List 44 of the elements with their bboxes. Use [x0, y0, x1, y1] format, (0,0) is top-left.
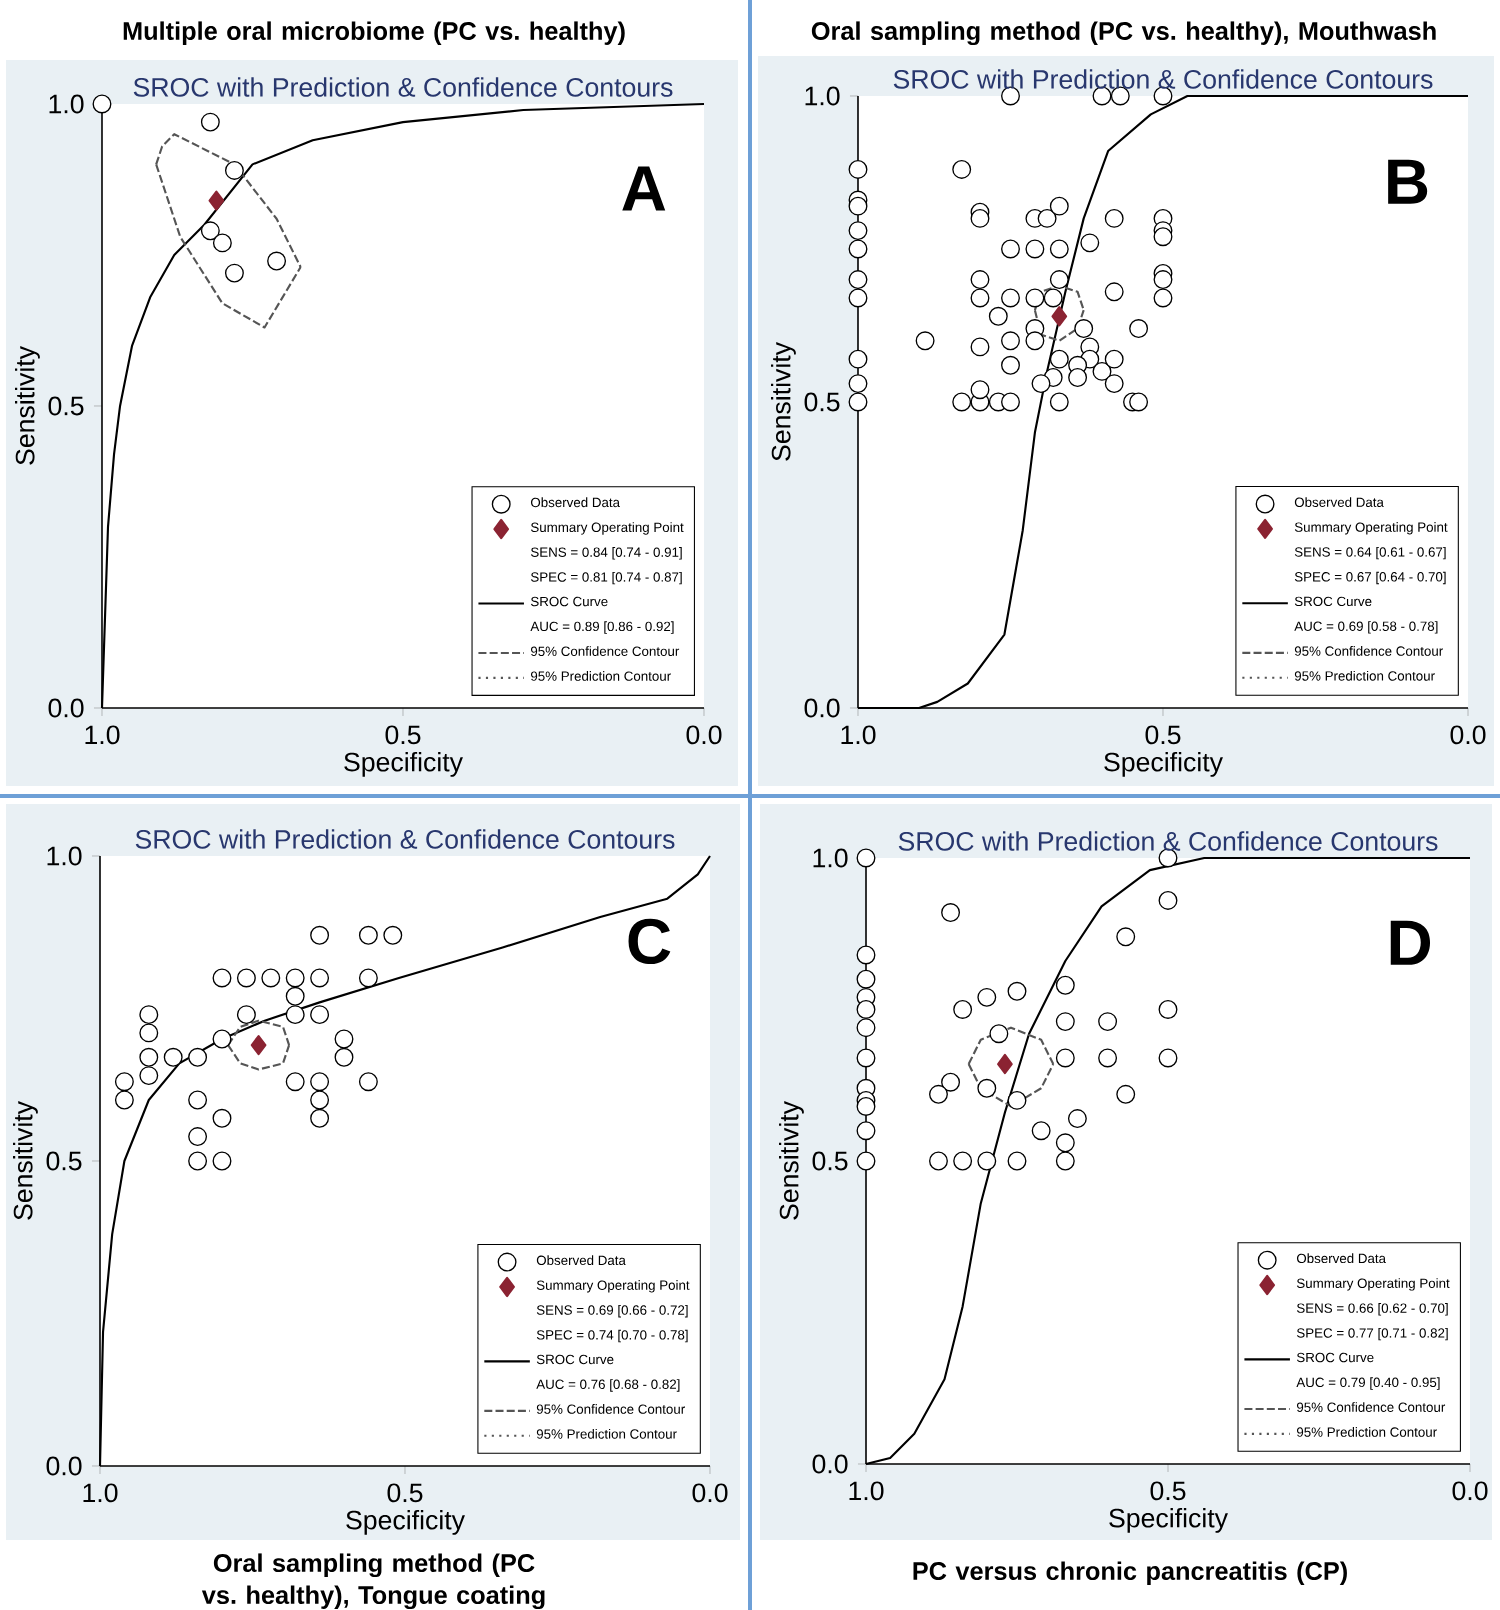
chart-subtitle: SROC with Prediction & Confidence Contours [893, 69, 1433, 89]
chart-title: Oral sampling method (PC vs. healthy), Mouthwash [811, 21, 1436, 46]
y-tick-label: 0.5 [812, 1151, 848, 1171]
chart-subtitle: SROC with Prediction & Confidence Contours [135, 829, 675, 849]
x-tick-label: 0.0 [686, 725, 722, 745]
y-tick-label: 0.5 [46, 1151, 82, 1171]
x-tick-label: 0.5 [387, 1483, 423, 1503]
text: PC versus chronic pancreatitis (CP) [913, 1561, 1347, 1586]
x-tick-label: 0.5 [1150, 1481, 1186, 1501]
y-tick-label: 1.0 [47, 846, 82, 866]
x-axis-title: Specificity [344, 751, 463, 777]
y-tick-label: 0.0 [804, 698, 840, 718]
x-tick-label: 0.5 [1145, 725, 1181, 745]
y-axis-title: Sensitivity [13, 1101, 38, 1220]
y-axis-title: Sensitivity [771, 342, 796, 461]
x-tick-label: 1.0 [85, 725, 120, 745]
y-tick-label: 1.0 [805, 86, 840, 106]
x-tick-label: 0.5 [385, 725, 421, 745]
y-axis-title: Sensitivity [15, 346, 40, 465]
annotation: B [1388, 159, 1428, 204]
y-tick-label: 0.5 [48, 396, 84, 416]
text: Oral sampling method (PC vs. healthy), Tongue coating [201, 1553, 545, 1610]
x-tick-label: 0.0 [1452, 1481, 1488, 1501]
x-axis-title: Specificity [1109, 1507, 1228, 1533]
y-tick-label: 0.0 [812, 1454, 848, 1474]
y-tick-label: 0.0 [48, 698, 84, 718]
x-tick-label: 1.0 [849, 1481, 884, 1501]
chart-subtitle: SROC with Prediction & Confidence Contours [898, 831, 1438, 851]
x-tick-label: 1.0 [841, 725, 876, 745]
y-tick-label: 0.0 [46, 1456, 82, 1476]
chart-title: Multiple oral microbiome (PC vs. healthy) [123, 21, 625, 46]
y-axis-title: Sensitivity [779, 1101, 804, 1220]
y-tick-label: 1.0 [49, 94, 84, 114]
y-tick-label: 0.5 [804, 392, 840, 412]
x-axis-title: Specificity [346, 1509, 465, 1535]
annotation: C [628, 918, 671, 965]
x-tick-label: 0.0 [1450, 725, 1486, 745]
x-tick-label: 1.0 [83, 1483, 118, 1503]
x-tick-label: 0.0 [692, 1483, 728, 1503]
annotation: D [1390, 920, 1431, 965]
annotation: A [622, 166, 666, 211]
y-tick-label: 1.0 [813, 848, 848, 868]
x-axis-title: Specificity [1104, 751, 1223, 777]
chart-subtitle: SROC with Prediction & Confidence Contours [133, 77, 673, 97]
